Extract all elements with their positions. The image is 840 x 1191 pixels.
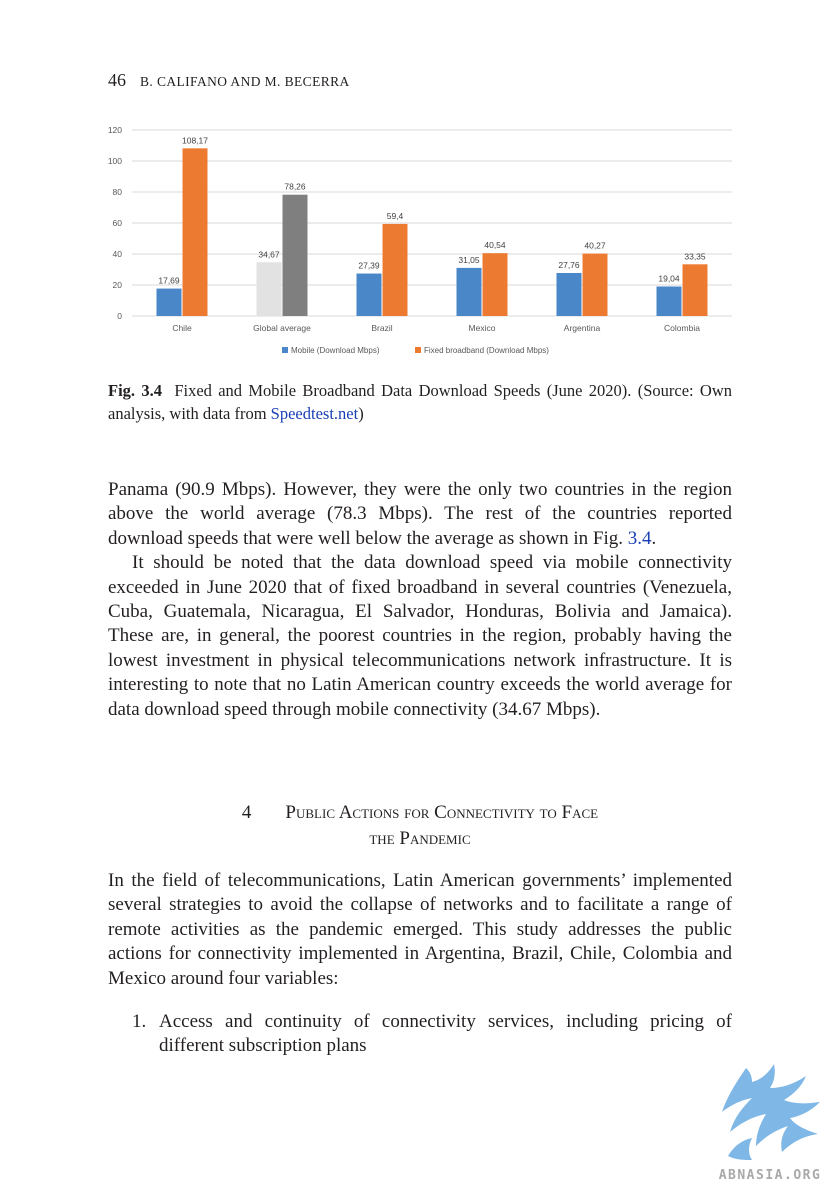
x-tick-label: Mexico (469, 323, 496, 333)
y-tick-label: 100 (108, 156, 122, 166)
bar (482, 253, 508, 316)
section-heading: 4 Public Actions for Connectivity to Face… (108, 800, 732, 852)
bar (382, 223, 408, 316)
paragraph: It should be noted that the data downloa… (108, 552, 732, 720)
section-title-line2: the Pandemic (369, 828, 471, 849)
legend-swatch (282, 347, 288, 353)
paragraph: In the field of telecommunications, Lati… (108, 870, 732, 989)
y-tick-label: 120 (108, 125, 122, 135)
legend-label: Mobile (Download Mbps) (291, 346, 380, 355)
bar (582, 253, 608, 316)
list-item: 1. Access and continuity of connectivity… (132, 1010, 732, 1059)
bar (356, 273, 382, 316)
running-head-authors: B. CALIFANO AND M. BECERRA (140, 74, 350, 89)
y-tick-label: 0 (117, 311, 122, 321)
bar (556, 272, 582, 316)
chart-bars: 17,69 108,17 34,67 78,26 27,39 59,4 31,05 40,54… (156, 135, 708, 316)
page-number: 46 (108, 70, 126, 90)
data-label: 19,04 (658, 273, 680, 283)
figure-label: Fig. 3.4 (108, 381, 162, 400)
bar (682, 264, 708, 316)
paragraph-text-end: . (651, 527, 657, 549)
watermark-text: ABNASIA.ORG (719, 1168, 822, 1183)
data-label: 17,69 (158, 276, 180, 286)
bar (182, 148, 208, 316)
x-tick-label: Colombia (664, 323, 700, 333)
caption-text: Fixed and Mobile Broadband Data Download… (108, 381, 733, 423)
numbered-list: 1. Access and continuity of connectivity… (132, 1010, 732, 1059)
x-tick-label: Chile (172, 323, 192, 333)
list-marker: 1. (132, 1011, 147, 1032)
section-number: 4 (241, 802, 252, 823)
bar (282, 194, 308, 316)
data-label: 40,27 (584, 241, 606, 251)
speedtest-link[interactable]: Speedtest.net (270, 404, 359, 423)
y-tick-label: 40 (113, 249, 123, 259)
y-tick-label: 80 (113, 187, 123, 197)
paragraph: Panama (90.9 Mbps). However, they were t… (108, 478, 732, 551)
y-tick-label: 20 (113, 280, 123, 290)
y-axis: 0 20 40 60 80 100 120 (108, 125, 122, 321)
data-label: 31,05 (458, 255, 480, 265)
data-label: 78,26 (284, 182, 306, 192)
figure-caption: Fig. 3.4 Fixed and Mobile Broadband Data… (108, 379, 732, 425)
data-label: 33,35 (684, 251, 706, 261)
data-label: 59,4 (387, 211, 404, 221)
chart-legend: Mobile (Download Mbps) Fixed broadband (D… (282, 346, 549, 355)
data-label: 27,39 (358, 261, 380, 271)
data-label: 27,76 (558, 260, 580, 270)
x-tick-label: Global average (253, 323, 311, 333)
x-axis: Chile Global average Brazil Mexico Argentina… (172, 323, 700, 333)
figure-ref-link[interactable]: 3.4 (627, 527, 652, 549)
bar-chart: 0 20 40 60 80 100 120 17,69 108,17 34,67 78,26 27,… (108, 125, 732, 355)
watermark-logo: ABNASIA.ORG (719, 1064, 822, 1183)
chart-grid (132, 129, 732, 317)
y-tick-label: 60 (113, 218, 123, 228)
griffin-icon (722, 1064, 820, 1160)
bar (456, 267, 482, 316)
x-tick-label: Argentina (564, 323, 601, 333)
x-tick-label: Brazil (371, 323, 392, 333)
data-label: 108,17 (182, 135, 208, 145)
running-head: 46 B. CALIFANO AND M. BECERRA (108, 70, 350, 91)
caption-text-end: ) (358, 404, 364, 423)
bar (256, 262, 282, 316)
bar (156, 288, 182, 316)
paragraph-text: Panama (90.9 Mbps). However, they were t… (108, 479, 732, 549)
data-label: 40,54 (484, 240, 506, 250)
data-label: 34,67 (258, 249, 280, 259)
legend-swatch (415, 347, 421, 353)
body-text-section: In the field of telecommunications, Lati… (108, 869, 732, 991)
list-item-text: Access and continuity of connectivity se… (159, 1011, 732, 1057)
legend-label: Fixed broadband (Download Mbps) (424, 346, 549, 355)
body-text: Panama (90.9 Mbps). However, they were t… (108, 478, 732, 722)
section-title-line1: Public Actions for Connectivity to Face (285, 802, 599, 823)
bar (656, 286, 682, 316)
